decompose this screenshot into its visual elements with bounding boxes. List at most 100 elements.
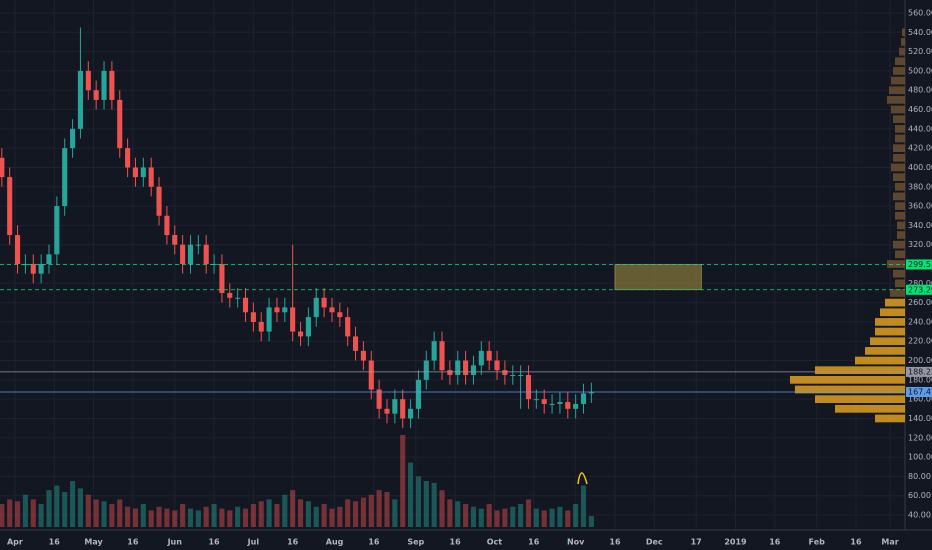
- volume-bar: [313, 506, 319, 527]
- volume-bar: [242, 508, 249, 527]
- volume-bar: [400, 435, 406, 527]
- x-tick-label: 16: [49, 538, 61, 547]
- volume-profile-bar: [901, 38, 905, 46]
- y-tick-label: 380.00: [908, 182, 932, 191]
- x-tick-label: Feb: [809, 538, 826, 547]
- candle-body: [455, 360, 461, 376]
- candle-body: [156, 186, 162, 216]
- candle-body: [297, 331, 304, 337]
- volume-profile-bar: [870, 337, 905, 346]
- volume-profile-bar: [893, 240, 905, 249]
- x-tick-label: 16: [850, 538, 862, 547]
- volume-profile-bar: [880, 308, 905, 317]
- volume-bar: [38, 504, 44, 527]
- candle-body: [46, 254, 52, 264]
- candle-body: [525, 375, 532, 400]
- candle-body: [148, 167, 154, 187]
- candle-body: [494, 360, 500, 371]
- candle-body: [447, 370, 453, 376]
- y-tick-label: 80.00: [908, 472, 931, 481]
- x-tick-label: Nov: [567, 538, 585, 547]
- x-tick-label: 16: [609, 538, 621, 547]
- candle-body: [392, 399, 398, 414]
- price-level-tag: [906, 387, 932, 398]
- volume-bar: [187, 508, 194, 527]
- y-tick-label: 260.00: [908, 298, 932, 307]
- volume-bar: [7, 499, 13, 527]
- y-tick-label: 420.00: [908, 144, 932, 153]
- volume-bar: [580, 485, 587, 527]
- candle-body: [478, 350, 484, 366]
- volume-bar: [337, 506, 343, 527]
- candle-body: [70, 128, 76, 149]
- candle-body: [93, 90, 99, 100]
- volume-bar: [533, 508, 539, 527]
- volume-bar: [85, 494, 91, 527]
- y-tick-label: 520.00: [908, 47, 932, 56]
- candle-body: [415, 379, 421, 409]
- candle-body: [423, 360, 429, 380]
- volume-bar: [211, 504, 217, 527]
- candle-body: [510, 375, 516, 377]
- candle-body: [274, 307, 280, 313]
- candle-body: [266, 307, 272, 332]
- volume-bar: [235, 506, 241, 527]
- volume-bar: [549, 508, 555, 527]
- volume-bar: [384, 492, 390, 527]
- y-tick-label: 240.00: [908, 317, 932, 326]
- volume-bar: [352, 501, 359, 527]
- volume-bar: [274, 504, 280, 527]
- candle-body: [329, 307, 335, 313]
- x-tick-label: 16: [528, 538, 540, 547]
- volume-bar: [455, 501, 461, 527]
- candle-body: [565, 402, 571, 409]
- volume-bar: [463, 504, 469, 527]
- price-level-tag: [906, 284, 932, 295]
- candle-body: [62, 148, 68, 207]
- volume-bar: [46, 490, 52, 527]
- volume-profile-bar: [902, 28, 905, 37]
- candle-body: [235, 297, 241, 299]
- volume-bar: [494, 510, 500, 527]
- x-tick-label: Aug: [326, 538, 344, 547]
- volume-bar: [588, 515, 594, 527]
- zone-box: [614, 264, 702, 291]
- volume-bar: [297, 499, 304, 527]
- y-tick-label: 340.00: [908, 221, 932, 230]
- y-tick-label: 140.00: [908, 414, 932, 423]
- candle-body: [7, 177, 13, 236]
- volume-bar: [227, 510, 233, 527]
- candle-body: [77, 70, 83, 129]
- candle-body: [172, 235, 178, 245]
- volume-profile-bar: [815, 395, 905, 404]
- volume-bar: [125, 506, 131, 527]
- volume-profile-bar: [790, 375, 905, 384]
- y-tick-label: 160.00: [908, 395, 932, 404]
- volume-bar: [329, 508, 335, 527]
- x-tick-label: Jun: [167, 538, 183, 547]
- candle-body: [30, 264, 36, 274]
- candle-body: [486, 350, 492, 361]
- volume-bar: [305, 501, 311, 527]
- candle-body: [125, 148, 131, 168]
- volume-bar: [54, 485, 60, 527]
- candle-body: [219, 264, 225, 293]
- volume-bar: [518, 504, 524, 527]
- volume-bar: [439, 490, 445, 527]
- volume-profile-bar: [895, 182, 905, 191]
- volume-bar: [525, 499, 532, 527]
- volume-bar: [510, 506, 516, 527]
- volume-bar: [203, 506, 209, 527]
- candle-body: [242, 297, 249, 313]
- y-tick-label: 500.00: [908, 66, 932, 75]
- candle-body: [549, 403, 555, 405]
- y-tick-label: 360.00: [908, 202, 932, 211]
- volume-bar: [557, 506, 563, 527]
- volume-profile-bar: [895, 134, 905, 143]
- candle-body: [533, 399, 539, 401]
- volume-profile-bar: [865, 347, 905, 355]
- volume-bar: [408, 462, 414, 527]
- candle-body: [211, 264, 217, 265]
- volume-bar: [77, 488, 83, 527]
